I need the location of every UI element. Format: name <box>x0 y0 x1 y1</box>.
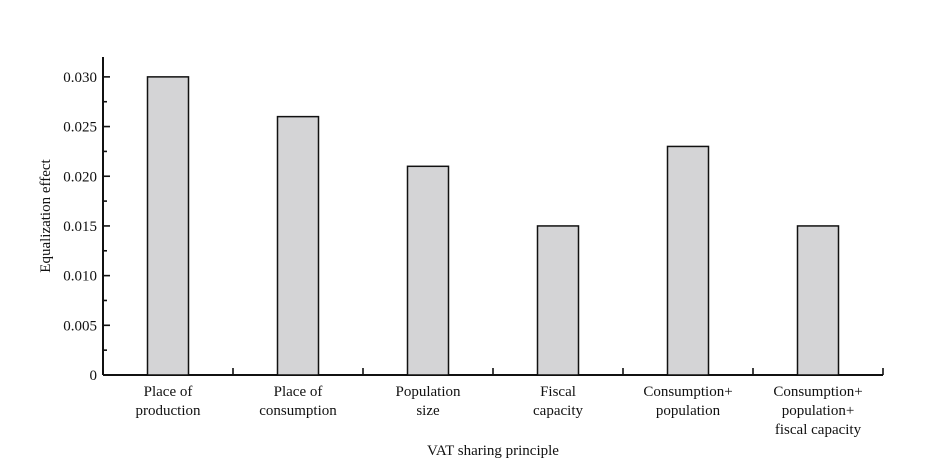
x-tick-label-line: Consumption+ <box>643 384 732 400</box>
x-tick-label-line: Fiscal <box>540 384 576 400</box>
y-axis: 0 0.005 0.010 0.015 0.020 0.025 0.030 <box>63 57 110 384</box>
x-tick-label-line: population <box>656 403 721 419</box>
bar <box>536 225 580 376</box>
x-tick-label-line: size <box>416 403 440 419</box>
x-tick-label: Consumption+ population+ fiscal capacity <box>773 384 862 438</box>
x-tick-label-line: capacity <box>533 403 583 419</box>
x-tick-label-line: consumption <box>259 403 337 419</box>
x-tick-label: Population size <box>395 384 461 419</box>
y-axis-title: Equalization effect <box>38 158 54 272</box>
x-tick-label-line: fiscal capacity <box>775 422 862 438</box>
x-tick-label-line: population+ <box>782 403 855 419</box>
bar <box>146 76 190 376</box>
y-tick-label: 0.015 <box>63 219 97 235</box>
x-tick-label-line: Place of <box>144 384 193 400</box>
bar <box>666 145 710 376</box>
x-tick-label-line: Place of <box>274 384 323 400</box>
x-tick-label: Place of consumption <box>259 384 337 419</box>
bar <box>276 115 320 376</box>
y-tick-label: 0.025 <box>63 120 97 136</box>
y-tick-label: 0.010 <box>63 269 97 285</box>
x-tick-label-line: production <box>136 403 201 419</box>
bar <box>406 165 450 376</box>
x-tick-label: Place of production <box>136 384 201 419</box>
x-tick-label: Fiscal capacity <box>533 384 583 419</box>
y-tick-label: 0.020 <box>63 169 97 185</box>
bar <box>796 225 840 376</box>
x-tick-labels: Place of production Place of consumption Pop… <box>136 384 863 438</box>
y-tick-label: 0.005 <box>63 318 97 334</box>
x-tick-label-line: Consumption+ <box>773 384 862 400</box>
y-tick-label: 0 <box>90 368 98 384</box>
x-axis-title: VAT sharing principle <box>427 443 559 459</box>
bars <box>146 76 840 376</box>
x-tick-label: Consumption+ population <box>643 384 732 419</box>
x-axis <box>102 368 884 376</box>
y-tick-label: 0.030 <box>63 70 97 86</box>
x-tick-label-line: Population <box>395 384 461 400</box>
